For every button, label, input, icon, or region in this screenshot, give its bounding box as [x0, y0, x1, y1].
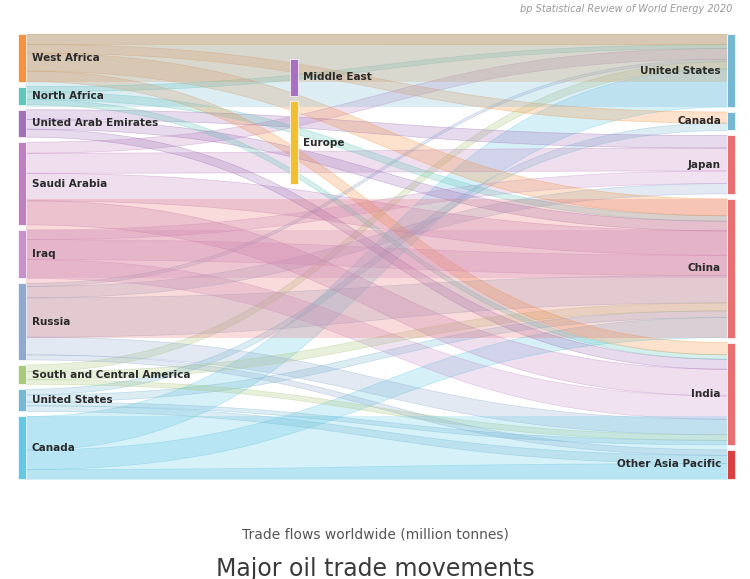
Polygon shape [26, 49, 727, 153]
Text: India: India [692, 389, 721, 399]
Polygon shape [26, 406, 727, 464]
Polygon shape [26, 171, 727, 240]
Bar [18, 230, 26, 278]
Bar [727, 135, 735, 194]
Polygon shape [26, 318, 727, 470]
Bar [18, 416, 26, 479]
Bar [26, 230, 727, 278]
Polygon shape [26, 123, 727, 395]
Polygon shape [26, 110, 727, 148]
Polygon shape [26, 303, 727, 380]
Text: Russia: Russia [32, 317, 70, 327]
Text: United States: United States [32, 395, 112, 405]
Text: Europe: Europe [303, 137, 344, 148]
Polygon shape [26, 92, 727, 221]
Bar [18, 142, 26, 225]
Polygon shape [26, 259, 727, 419]
Text: South and Central America: South and Central America [32, 369, 191, 380]
Bar [18, 87, 26, 105]
Polygon shape [26, 59, 727, 287]
Polygon shape [26, 69, 727, 450]
Text: Japan: Japan [688, 160, 721, 170]
Text: Trade flows worldwide (million tonnes): Trade flows worldwide (million tonnes) [242, 527, 509, 541]
Text: Canada: Canada [32, 443, 76, 453]
Polygon shape [26, 62, 727, 372]
Polygon shape [26, 45, 727, 92]
Polygon shape [26, 45, 727, 123]
Text: Other Asia Pacific: Other Asia Pacific [616, 459, 721, 470]
Polygon shape [26, 71, 727, 355]
Text: Canada: Canada [677, 116, 721, 126]
Text: Middle East: Middle East [303, 72, 372, 82]
Polygon shape [26, 240, 727, 276]
Text: North Africa: North Africa [32, 91, 104, 101]
Bar [18, 389, 26, 412]
Text: bp Statistical Review of World Energy 2020: bp Statistical Review of World Energy 20… [520, 4, 732, 14]
Bar [727, 112, 735, 130]
Polygon shape [26, 201, 727, 396]
Polygon shape [26, 34, 727, 45]
Polygon shape [26, 380, 727, 441]
Bar [727, 343, 735, 445]
Polygon shape [26, 276, 727, 337]
Bar [26, 34, 727, 107]
Bar [26, 34, 727, 82]
Bar [18, 283, 26, 360]
Bar [26, 416, 727, 479]
Text: Saudi Arabia: Saudi Arabia [32, 178, 107, 189]
Bar [290, 59, 298, 96]
Bar [26, 199, 727, 338]
Polygon shape [26, 402, 727, 445]
Bar [18, 110, 26, 137]
Text: China: China [688, 263, 721, 273]
Bar [727, 199, 735, 338]
Polygon shape [26, 184, 727, 298]
Polygon shape [26, 119, 727, 231]
Polygon shape [26, 311, 727, 402]
Polygon shape [26, 337, 727, 435]
Polygon shape [26, 53, 727, 216]
Text: Iraq: Iraq [32, 249, 56, 259]
Bar [18, 34, 26, 82]
Bar [18, 365, 26, 384]
Polygon shape [26, 129, 727, 369]
Text: United Arab Emirates: United Arab Emirates [32, 119, 158, 129]
Bar [727, 34, 735, 107]
Polygon shape [26, 100, 727, 359]
Bar [290, 101, 298, 184]
Polygon shape [26, 173, 727, 255]
Text: Major oil trade movements: Major oil trade movements [216, 557, 534, 579]
Text: West Africa: West Africa [32, 53, 100, 63]
Bar [727, 450, 735, 479]
Polygon shape [26, 148, 727, 173]
Polygon shape [26, 355, 727, 455]
Polygon shape [26, 464, 727, 479]
Text: United States: United States [640, 65, 721, 75]
